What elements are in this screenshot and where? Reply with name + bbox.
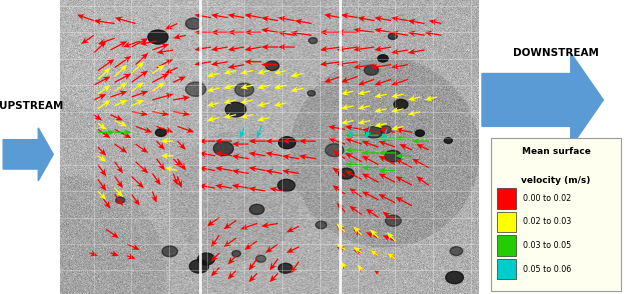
- Circle shape: [155, 129, 166, 136]
- Circle shape: [386, 215, 401, 226]
- Circle shape: [307, 91, 315, 96]
- Circle shape: [445, 138, 452, 143]
- Bar: [497, 259, 516, 279]
- Circle shape: [232, 250, 241, 257]
- Circle shape: [446, 271, 463, 284]
- Circle shape: [278, 179, 295, 191]
- Bar: [497, 235, 516, 256]
- Circle shape: [388, 33, 397, 39]
- Text: velocity (m/s): velocity (m/s): [521, 176, 591, 186]
- Circle shape: [308, 38, 317, 44]
- Circle shape: [266, 61, 279, 71]
- Circle shape: [339, 168, 354, 179]
- Text: 0.02 to 0.03: 0.02 to 0.03: [524, 218, 572, 226]
- Bar: [497, 212, 516, 232]
- Circle shape: [366, 127, 382, 138]
- Circle shape: [186, 18, 202, 29]
- Circle shape: [278, 263, 293, 273]
- Circle shape: [148, 30, 168, 44]
- Text: DOWNSTREAM: DOWNSTREAM: [513, 48, 599, 58]
- Circle shape: [415, 130, 424, 136]
- Text: 0.03 to 0.05: 0.03 to 0.05: [524, 241, 572, 250]
- Circle shape: [256, 255, 266, 262]
- Circle shape: [378, 55, 388, 62]
- FancyArrow shape: [482, 53, 603, 147]
- Circle shape: [198, 253, 214, 265]
- Circle shape: [235, 83, 254, 96]
- Text: UPSTREAM: UPSTREAM: [0, 101, 63, 111]
- Circle shape: [325, 144, 344, 157]
- FancyBboxPatch shape: [491, 138, 621, 291]
- Circle shape: [250, 204, 264, 215]
- Text: 0.00 to 0.02: 0.00 to 0.02: [524, 194, 572, 203]
- Circle shape: [189, 260, 209, 273]
- Circle shape: [380, 126, 391, 133]
- Text: Mean surface: Mean surface: [522, 147, 591, 156]
- FancyArrow shape: [3, 128, 53, 181]
- Circle shape: [162, 246, 177, 257]
- Text: 0.05 to 0.06: 0.05 to 0.06: [524, 265, 572, 273]
- Circle shape: [225, 102, 246, 117]
- Circle shape: [364, 65, 379, 75]
- Circle shape: [394, 99, 408, 109]
- Circle shape: [186, 82, 206, 96]
- Circle shape: [115, 197, 125, 203]
- Circle shape: [384, 150, 401, 162]
- Circle shape: [315, 221, 327, 229]
- Circle shape: [213, 141, 233, 156]
- Bar: [497, 188, 516, 209]
- Circle shape: [450, 247, 463, 255]
- Circle shape: [278, 137, 295, 149]
